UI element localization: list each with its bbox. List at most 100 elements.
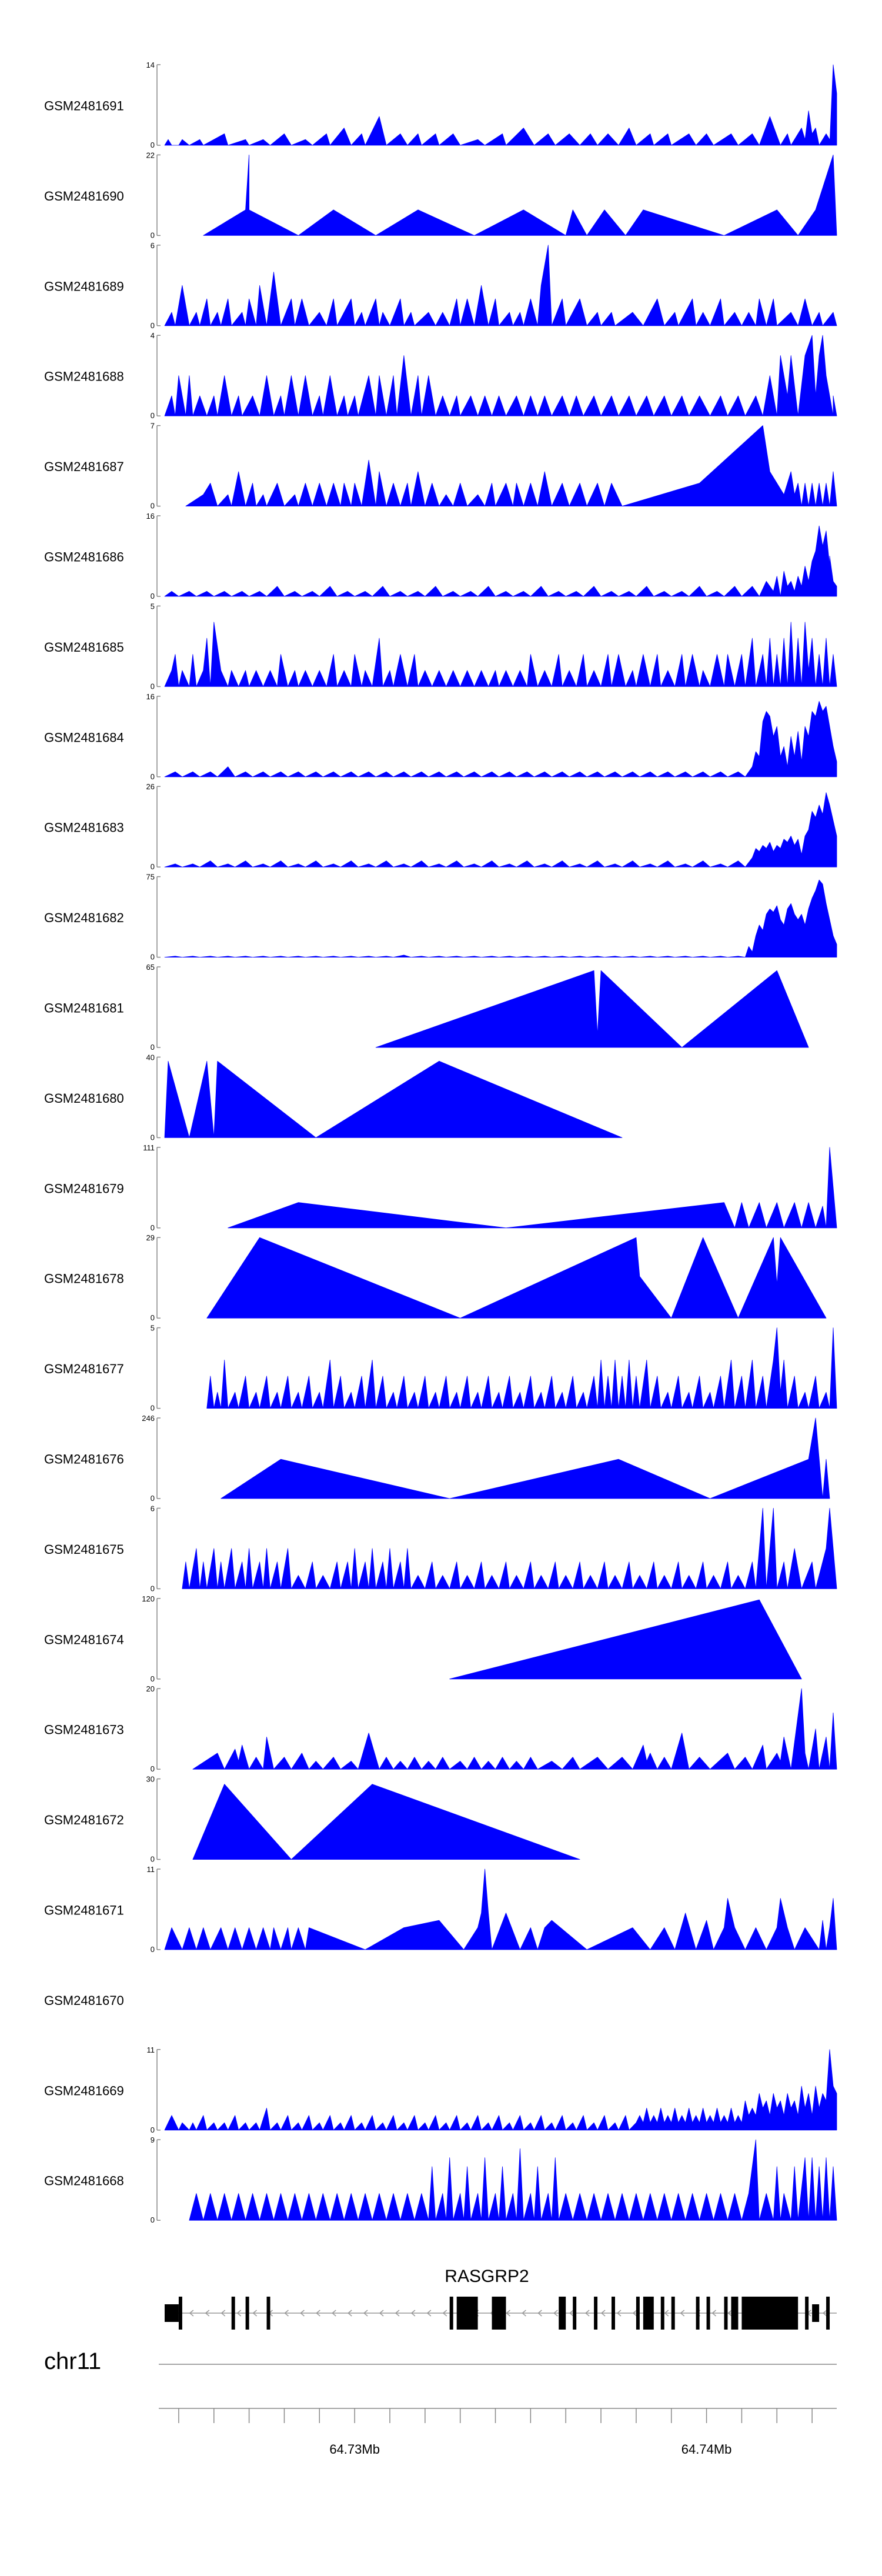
y-tick-label-max: 4 (151, 331, 155, 340)
y-tick-label-max: 6 (151, 241, 155, 250)
track-GSM2481680: GSM2481680 40 0 (44, 1053, 623, 1142)
coverage-area (164, 879, 837, 957)
y-tick-label-max: 22 (146, 151, 155, 159)
strand-arrow (189, 2310, 194, 2317)
strand-arrow (410, 2310, 416, 2317)
coverage-area (206, 1327, 837, 1409)
exon-block (492, 2297, 506, 2330)
coverage-area (449, 1599, 802, 1680)
y-tick-label-min: 0 (151, 1133, 155, 1142)
strand-arrow (569, 2310, 574, 2317)
strand-arrow (426, 2310, 432, 2317)
exon-block (636, 2297, 640, 2330)
track-GSM2481688: GSM2481688 4 0 (44, 331, 837, 420)
y-tick-label-max: 6 (151, 1504, 155, 1513)
x-tick-label: 64.73Mb (329, 2442, 380, 2457)
exon-block (724, 2297, 728, 2330)
coverage-area (192, 1688, 837, 1770)
coverage-area (164, 622, 837, 687)
coverage-area (182, 1508, 837, 1589)
y-tick-label-max: 11 (147, 2046, 155, 2054)
exon-block (449, 2297, 453, 2330)
exon-block (245, 2297, 249, 2330)
coverage-area (206, 1237, 827, 1319)
coverage-area (164, 245, 837, 326)
exon-block (741, 2297, 799, 2330)
exon-block (266, 2297, 270, 2330)
strand-arrow (220, 2310, 226, 2317)
track-GSM2481679: GSM2481679 111 0 (44, 1143, 837, 1232)
y-tick-label-min: 0 (151, 1584, 155, 1593)
exon-block (559, 2297, 566, 2330)
y-tick-label-max: 9 (151, 2135, 155, 2144)
track-GSM2481668: GSM2481668 9 0 (44, 2135, 837, 2224)
y-tick-label-max: 26 (146, 782, 155, 791)
track-label: GSM2481689 (44, 279, 124, 293)
y-tick-label-max: 246 (142, 1414, 155, 1423)
y-tick-label-min: 0 (151, 772, 155, 781)
strand-arrow (680, 2310, 685, 2317)
track-label: GSM2481684 (44, 730, 124, 745)
coverage-area (192, 1784, 580, 1860)
exon-block (706, 2297, 710, 2330)
exon-block (594, 2297, 598, 2330)
y-tick-label-max: 65 (146, 963, 155, 972)
coverage-area (189, 2139, 837, 2221)
exon-block (165, 2304, 179, 2322)
track-GSM2481678: GSM2481678 29 0 (44, 1233, 827, 1322)
x-tick-label: 64.74Mb (681, 2442, 732, 2457)
y-tick-label-min: 0 (151, 1313, 155, 1322)
strand-arrow (584, 2310, 590, 2317)
track-GSM2481669: GSM2481669 11 0 (44, 2046, 837, 2134)
strand-arrow (664, 2310, 669, 2317)
track-GSM2481684: GSM2481684 16 0 (44, 692, 837, 781)
track-GSM2481676: GSM2481676 246 0 (44, 1414, 830, 1503)
strand-arrow (522, 2310, 526, 2317)
coverage-area (164, 701, 837, 778)
track-label: GSM2481670 (44, 1993, 124, 2008)
track-GSM2481689: GSM2481689 6 0 (44, 241, 837, 330)
track-label: GSM2481686 (44, 550, 124, 565)
coverage-area (164, 64, 837, 146)
coverage-area (164, 792, 837, 867)
y-tick-label-max: 5 (151, 602, 155, 610)
track-GSM2481677: GSM2481677 5 0 (44, 1324, 837, 1413)
track-GSM2481675: GSM2481675 6 0 (44, 1504, 837, 1593)
gene-model-track: RASGRP2 (165, 2267, 837, 2330)
exon-block (826, 2297, 830, 2330)
track-GSM2481682: GSM2481682 75 0 (44, 873, 837, 962)
y-tick-label-min: 0 (151, 321, 155, 330)
track-label: GSM2481675 (44, 1542, 124, 1557)
exon-block (671, 2297, 675, 2330)
strand-arrow (553, 2310, 558, 2317)
y-tick-label-min: 0 (151, 862, 155, 871)
exon-block (231, 2297, 235, 2330)
strand-arrow (348, 2310, 352, 2317)
track-GSM2481672: GSM2481672 30 0 (44, 1775, 580, 1864)
strand-arrow (616, 2310, 622, 2317)
exon-block (696, 2297, 700, 2330)
strand-arrow (300, 2310, 305, 2317)
track-GSM2481681: GSM2481681 65 0 (44, 963, 809, 1052)
strand-arrow (632, 2310, 637, 2317)
exon-block (467, 2304, 471, 2322)
y-tick-label-min: 0 (151, 1494, 155, 1503)
track-label: GSM2481687 (44, 459, 124, 474)
track-GSM2481671: GSM2481671 11 0 (44, 1865, 837, 1954)
y-tick-label-max: 16 (146, 512, 155, 520)
track-label: GSM2481680 (44, 1091, 124, 1106)
track-label: GSM2481672 (44, 1813, 124, 1827)
track-GSM2481670: GSM2481670 (44, 1993, 124, 2008)
exon-block (660, 2297, 664, 2330)
track-GSM2481683: GSM2481683 26 0 (44, 782, 837, 871)
y-tick-label-max: 75 (146, 873, 155, 882)
track-label: GSM2481673 (44, 1723, 124, 1737)
y-tick-label-min: 0 (151, 141, 155, 149)
track-GSM2481673: GSM2481673 20 0 (44, 1684, 837, 1773)
y-tick-label-min: 0 (151, 953, 155, 962)
y-tick-label-max: 40 (146, 1053, 155, 1062)
strand-arrow (506, 2310, 510, 2317)
genome-axis: chr11 64.73Mb 64.74Mb (44, 2348, 837, 2457)
track-label: GSM2481671 (44, 1903, 124, 1918)
track-GSM2481685: GSM2481685 5 0 (44, 602, 837, 690)
